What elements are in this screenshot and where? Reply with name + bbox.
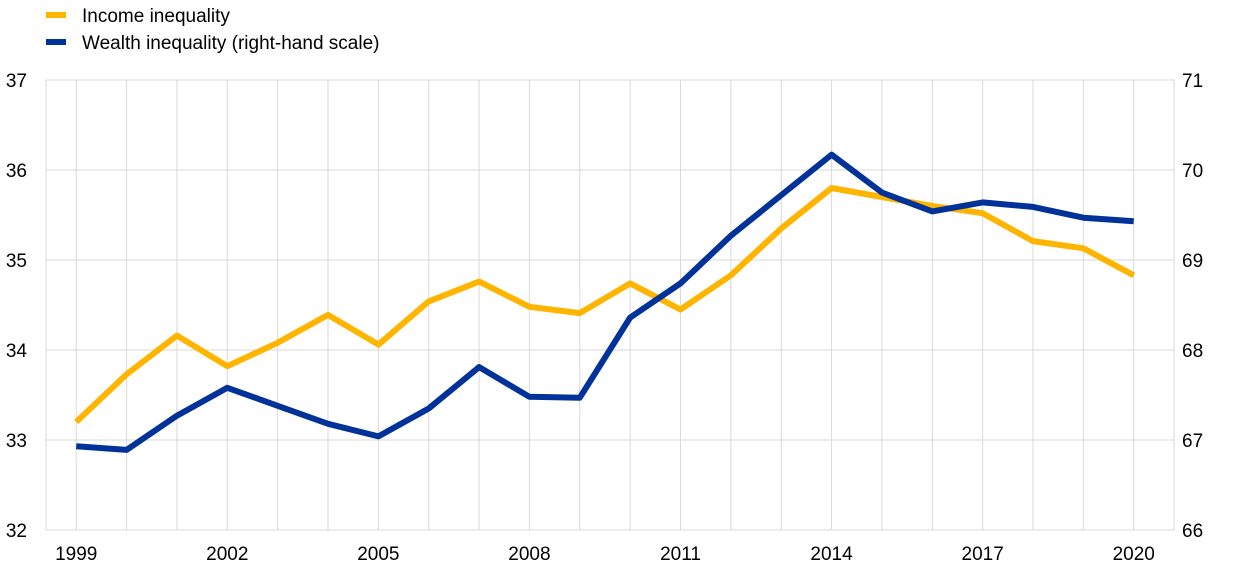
x-tick-label: 1999 [55, 544, 97, 565]
y-right-tick-label: 66 [1182, 521, 1203, 542]
y-left-tick-label: 36 [6, 161, 27, 182]
x-tick-label: 2020 [1113, 544, 1155, 565]
x-tick-label: 2002 [206, 544, 248, 565]
grid [45, 79, 1175, 531]
y-left-tick-label: 34 [6, 341, 28, 362]
y-right-tick-label: 71 [1182, 71, 1203, 92]
axes: 32 33 34 35 36 37 66 67 68 69 70 71 1999 2002 2005 2008… [6, 71, 1203, 565]
y-right-tick-label: 69 [1182, 251, 1203, 272]
legend: Income inequality Wealth inequality (rig… [46, 6, 379, 54]
y-left-tick-label: 37 [6, 71, 27, 92]
y-right-tick-label: 68 [1182, 341, 1203, 362]
y-left-tick-label: 32 [6, 521, 27, 542]
y-left-tick-label: 35 [6, 251, 27, 272]
x-tick-label: 2008 [508, 544, 550, 565]
plot-frame [45, 79, 1175, 531]
series-line-income-inequality [74, 185, 1136, 425]
series-line-wealth-inequality [75, 151, 1134, 453]
x-tick-label: 2017 [962, 544, 1004, 565]
legend-label-wealth: Wealth inequality (right-hand scale) [82, 33, 379, 54]
x-tick-label: 2014 [810, 544, 853, 565]
y-left-tick-label: 33 [6, 431, 27, 452]
y-right-tick-label: 70 [1182, 161, 1203, 182]
legend-label-income: Income inequality [82, 6, 230, 27]
y-right-tick-label: 67 [1182, 431, 1203, 452]
x-tick-label: 2011 [660, 544, 701, 565]
series-lines [74, 151, 1136, 453]
x-tick-label: 2005 [357, 544, 399, 565]
